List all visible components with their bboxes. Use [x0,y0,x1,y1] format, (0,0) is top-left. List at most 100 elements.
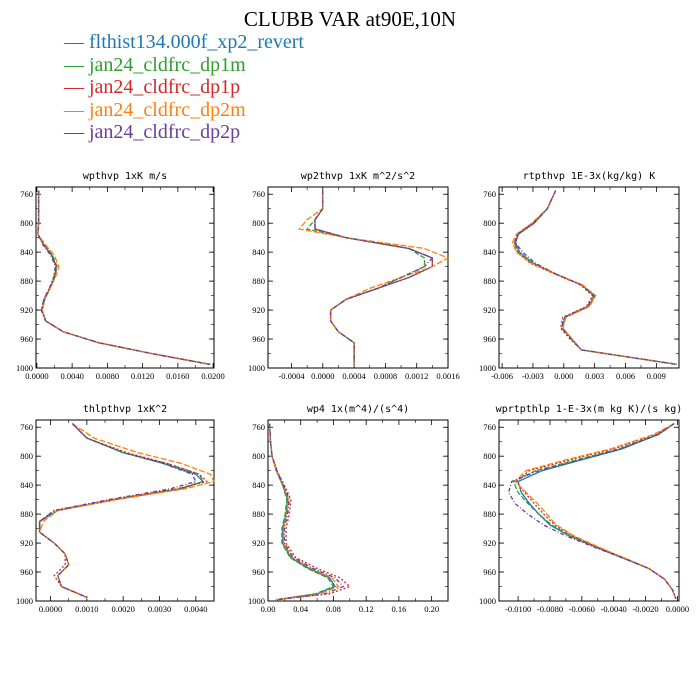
x-tick-label: 0.003 [585,371,604,381]
x-tick-label: -0.0100 [505,604,531,614]
series-xp2-revert-line [37,190,210,366]
y-tick-label: 800 [252,451,265,461]
x-tick-label: 0.0160 [166,371,189,381]
panel-title: wprtpthlp 1-E-3x(m kg K)/(s kg) [496,404,683,415]
series-dp1p-line [268,423,352,601]
x-tick-label: 0.0000 [39,604,62,614]
series-dp2m-line [511,190,677,366]
y-tick-label: 840 [20,480,33,490]
y-tick-label: 840 [483,247,496,257]
series-dp2m-line [298,190,450,365]
y-tick-label: 1000 [16,363,33,373]
x-tick-label: -0.0020 [632,604,658,614]
legend-label: jan24_cldfrc_dp2p [89,121,241,143]
y-tick-label: 960 [252,334,265,344]
series-dp1m-line [38,423,205,598]
y-tick-label: 800 [252,218,265,228]
x-tick-label: 0.0040 [184,604,207,614]
y-tick-label: 960 [252,567,265,577]
series-xp2-revert-line [314,190,433,365]
panel-title: wpthvp 1xK m/s [83,171,167,182]
series-dp1m-line [513,190,677,366]
y-tick-label: 840 [252,480,265,490]
x-tick-label: 0.12 [359,604,374,614]
x-tick-label: 0.0000 [311,371,334,381]
x-tick-label: 0.0000 [666,604,689,614]
y-tick-label: 840 [252,247,265,257]
legend: — flthist134.000f_xp2_revert — jan24_cld… [64,31,304,144]
plot-frame [267,186,449,369]
x-tick-label: 0.20 [424,604,439,614]
plot-frame [498,419,680,602]
series-dp2p-line [514,190,677,366]
x-tick-label: 0.04 [293,604,309,614]
x-tick-label: 0.000 [554,371,573,381]
y-tick-label: 800 [20,218,33,228]
y-tick-label: 960 [20,334,33,344]
y-tick-label: 880 [20,509,33,519]
series-xp2-revert-line [268,423,337,601]
y-tick-label: 880 [483,509,496,519]
y-tick-label: 800 [20,451,33,461]
y-tick-label: 800 [483,451,496,461]
series-xp2-revert-line [38,423,205,598]
legend-label: flthist134.000f_xp2_revert [89,31,304,53]
y-tick-label: 880 [252,276,265,286]
y-tick-label: 960 [20,567,33,577]
y-tick-label: 920 [483,305,496,315]
x-tick-label: 0.009 [647,371,666,381]
x-tick-label: -0.0080 [537,604,563,614]
x-tick-label: -0.006 [491,371,513,381]
y-tick-label: 920 [20,538,33,548]
legend-item: — flthist134.000f_xp2_revert [64,31,304,53]
plot-frame [35,419,215,602]
y-tick-label: 880 [252,509,265,519]
y-tick-label: 760 [483,422,496,432]
y-tick-label: 920 [20,305,33,315]
x-tick-label: -0.0060 [569,604,595,614]
y-tick-label: 760 [252,422,265,432]
y-tick-label: 760 [252,189,265,199]
y-tick-label: 760 [20,189,33,199]
x-tick-label: 0.0004 [342,371,366,381]
x-tick-label: 0.0080 [96,371,119,381]
y-tick-label: 1000 [479,363,496,373]
legend-item: — jan24_cldfrc_dp2p [64,121,241,143]
y-tick-label: 1000 [16,596,33,606]
x-tick-label: 0.0008 [374,371,397,381]
series-dp2m-line [37,190,210,366]
x-tick-label: 0.08 [326,604,341,614]
panel-title: wp4 1x(m^4)/(s^4) [307,404,409,415]
y-tick-label: 760 [20,422,33,432]
y-tick-label: 760 [483,189,496,199]
series-dp1m-line [37,190,210,366]
x-tick-label: 0.0020 [111,604,134,614]
series-dp1m-line [305,190,426,365]
panel-title: wp2thvp 1xK m^2/s^2 [301,171,415,182]
x-tick-label: 0.006 [616,371,635,381]
x-tick-label: 0.16 [391,604,406,614]
series-dp1p-line [515,423,677,600]
legend-label: jan24_cldfrc_dp2m [89,98,246,121]
x-tick-label: 0.0010 [75,604,98,614]
y-tick-label: 960 [483,334,496,344]
plot-frame [267,419,449,602]
y-tick-label: 880 [20,276,33,286]
x-tick-label: 0.0016 [436,371,459,381]
x-tick-label: -0.003 [522,371,544,381]
series-dp1m-line [512,423,677,600]
panel-3: rtpthvp 1E-3x(kg/kg) K 760 800 840 880 920 960… [479,171,680,381]
series-dp1p-line [37,190,211,366]
legend-item: — jan24_cldfrc_dp1m [64,53,246,76]
panel-2: wp2thvp 1xK m^2/s^2 760 800 840 880 920 960 100… [248,171,460,381]
y-tick-label: 920 [252,305,265,315]
legend-item: — jan24_cldfrc_dp2m [64,98,246,121]
plot-frame [498,186,680,369]
x-tick-label: 0.0012 [405,371,428,381]
series-dp2p-line [38,423,197,598]
legend-label: jan24_cldfrc_dp1m [89,53,246,76]
x-tick-label: -0.0004 [278,371,305,381]
panel-6: wprtpthlp 1-E-3x(m kg K)/(s kg)760 800 840… [479,404,689,614]
series-dp2m-line [513,423,677,600]
